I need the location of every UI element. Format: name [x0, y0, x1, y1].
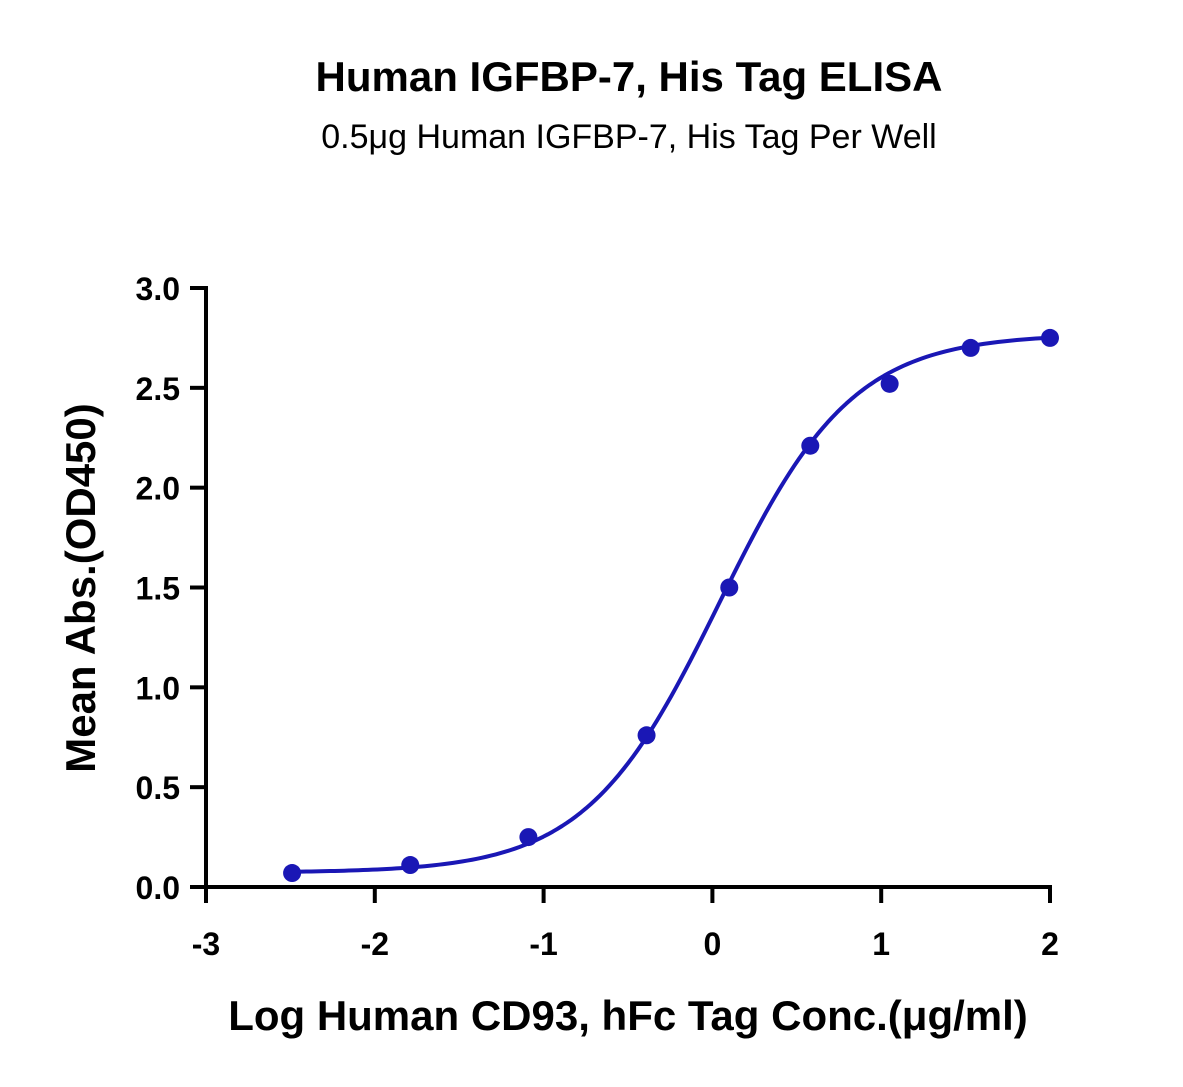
- y-tick-label: 1.0: [136, 670, 180, 706]
- axes: [204, 286, 1052, 889]
- x-tick-label: 2: [1041, 926, 1059, 962]
- x-tick-label: -1: [529, 926, 557, 962]
- y-tick-label: 2.0: [136, 471, 180, 507]
- x-axis-title: Log Human CD93, hFc Tag Conc.(μg/ml): [228, 992, 1028, 1039]
- chart-subtitle: 0.5μg Human IGFBP-7, His Tag Per Well: [321, 118, 937, 156]
- y-axis-title: Mean Abs.(OD450): [57, 403, 104, 773]
- data-point: [519, 828, 538, 847]
- data-point: [801, 436, 820, 455]
- ticks: -3 -2 -1 0 1 2 0.0 0.5 1.0 1.5 2.0 2.5 3.0: [136, 271, 1059, 962]
- fit-curve-layer: [290, 335, 1052, 874]
- data-point: [401, 856, 420, 875]
- x-tick-label: 1: [872, 926, 890, 962]
- data-points-layer: [283, 328, 1059, 883]
- fit-curve: [290, 335, 1052, 874]
- x-tick-label: -2: [361, 926, 389, 962]
- data-point: [637, 726, 656, 745]
- x-tick-label: -3: [192, 926, 220, 962]
- y-tick-label: 2.5: [136, 371, 180, 407]
- y-tick-label: 3.0: [136, 271, 180, 307]
- chart-title: Human IGFBP-7, His Tag ELISA: [315, 53, 943, 100]
- x-tick-label: 0: [704, 926, 722, 962]
- y-tick-label: 1.5: [136, 571, 180, 607]
- data-point: [880, 374, 899, 393]
- data-point: [1041, 328, 1059, 347]
- data-point: [283, 864, 302, 883]
- data-point: [961, 338, 980, 357]
- y-tick-label: 0.5: [136, 770, 180, 806]
- data-point: [720, 578, 739, 597]
- y-tick-label: 0.0: [136, 870, 180, 906]
